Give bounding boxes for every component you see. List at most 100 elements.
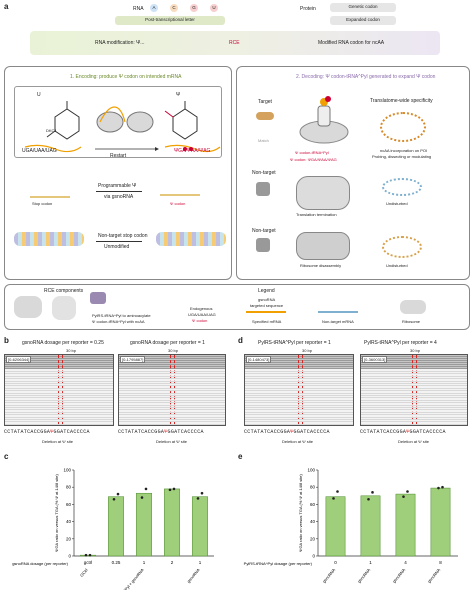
panel-b-gel-2: [0-1795887] <box>118 354 226 426</box>
read-row <box>119 419 225 420</box>
read-row <box>119 416 225 418</box>
x-tick-label: 0.25 <box>112 560 121 565</box>
expanded-codon-pill: Expanded codon <box>330 16 396 25</box>
read-row <box>245 414 353 416</box>
read-row <box>119 395 225 396</box>
x-tick-label: 1 <box>369 560 372 565</box>
x-tick-label: 4 <box>404 560 407 565</box>
read-row <box>361 421 467 423</box>
panel-d-cond1: PylRS-tRNA^Pyl per reporter = 1 <box>258 340 331 346</box>
replicate-dot <box>367 497 370 501</box>
genetic-codon-pill: Genetic codon <box>330 3 396 12</box>
read-row <box>119 402 225 404</box>
replicate-dot <box>172 487 176 491</box>
read-row <box>245 402 353 404</box>
read-row <box>119 414 225 416</box>
ribosome-termination <box>296 176 350 210</box>
read-row <box>245 371 353 372</box>
read-row <box>119 409 225 411</box>
read-row <box>361 416 467 418</box>
legend-gsnorna: gsnoRNA <box>258 297 276 302</box>
poi-chain <box>380 112 426 142</box>
x-tick-label: 0 <box>334 560 337 565</box>
read-row <box>5 397 113 399</box>
bar <box>136 492 152 557</box>
read-row <box>361 395 467 396</box>
nontarget-stop-label: Non-target stop codon <box>98 233 148 239</box>
gel-coverage-bar <box>361 355 467 369</box>
y-tick-label: 80 <box>66 485 72 490</box>
read-row <box>5 404 113 406</box>
x-tick-label: 1 <box>143 560 146 565</box>
group-label: gsnoRNA <box>356 567 371 584</box>
read-row <box>119 380 225 382</box>
y-tick-label: 0 <box>312 554 315 559</box>
panel-d-gel-1: [0-1480473] <box>244 354 354 426</box>
read-row <box>245 416 353 418</box>
read-row <box>5 402 113 404</box>
read-row <box>245 378 353 380</box>
read-row <box>5 411 113 413</box>
match-label: Match <box>258 138 269 143</box>
read-row <box>245 411 353 413</box>
read-row <box>245 409 353 411</box>
panel-b-cond1: gsnoRNA dosage per reporter = 0.25 <box>22 340 104 346</box>
read-row <box>245 423 353 425</box>
undisturbed-chain-2 <box>382 236 422 258</box>
undisturbed-1: Undisturbed <box>386 201 408 206</box>
replicate-dot <box>437 486 440 490</box>
legend-ribosome: Ribosome <box>402 319 421 324</box>
read-row <box>245 399 353 401</box>
panel-b-label: b <box>4 336 9 345</box>
gel-coverage-bar <box>5 355 113 369</box>
rna-label: RNA <box>133 6 144 12</box>
read-row <box>5 423 113 425</box>
x-axis-label: gsnoRNA dosage (per reporter) <box>12 561 68 566</box>
replicate-dot <box>168 488 172 492</box>
read-row <box>119 399 225 401</box>
read-row <box>5 383 113 384</box>
read-row <box>245 421 353 423</box>
read-row <box>361 397 467 399</box>
read-row <box>245 375 353 377</box>
encoding-box <box>4 66 232 280</box>
read-row <box>119 407 225 408</box>
read-row <box>119 397 225 399</box>
bar <box>360 495 381 557</box>
rna-letter-a: A <box>150 4 158 12</box>
protein-label: Protein <box>300 6 316 12</box>
seq-left: CCTATATCACCGGA <box>244 429 291 435</box>
group-label: GCtrl <box>79 567 89 577</box>
read-row <box>245 385 353 387</box>
read-row <box>119 373 225 375</box>
ptl-pill: Post-transcriptional letter <box>115 16 225 25</box>
read-row <box>361 385 467 387</box>
seq-left: CCTATATCACCGGA <box>118 429 165 435</box>
bar <box>164 488 180 557</box>
stop-codon-strand <box>30 196 70 198</box>
lock-icon-2 <box>256 238 270 252</box>
legend-endogenous: Endogenous <box>190 306 213 311</box>
group-label: gsnoRNA <box>321 567 336 584</box>
y-tick-label: 20 <box>66 536 72 541</box>
replicate-dot <box>112 497 116 501</box>
undisturbed-chain-1 <box>382 178 422 196</box>
read-row <box>5 387 113 389</box>
y-tick-label: 20 <box>310 536 316 541</box>
read-row <box>245 383 353 384</box>
read-row <box>361 404 467 406</box>
legend-psi-codon: Ψ codon <box>192 318 208 323</box>
rna-letter-g: G <box>190 4 198 12</box>
replicate-dot <box>116 492 120 496</box>
y-tick-label: 60 <box>310 502 316 507</box>
panel-d-reads-2: [0-3600313] <box>362 356 388 363</box>
ncaa-inc-label: ncAA incorporation on POI <box>380 148 428 153</box>
read-row <box>119 371 225 372</box>
x-tick-label: gctrl <box>84 560 93 565</box>
read-row <box>5 421 113 423</box>
seq-right: GGATCACCCCA <box>293 429 330 435</box>
legend-specified-swatch <box>246 311 286 313</box>
panel-d-label: d <box>238 336 243 345</box>
ribosome-dis-label: Ribosome disassembly <box>300 263 342 268</box>
panel-d-scale1: 30 bp <box>302 348 313 353</box>
